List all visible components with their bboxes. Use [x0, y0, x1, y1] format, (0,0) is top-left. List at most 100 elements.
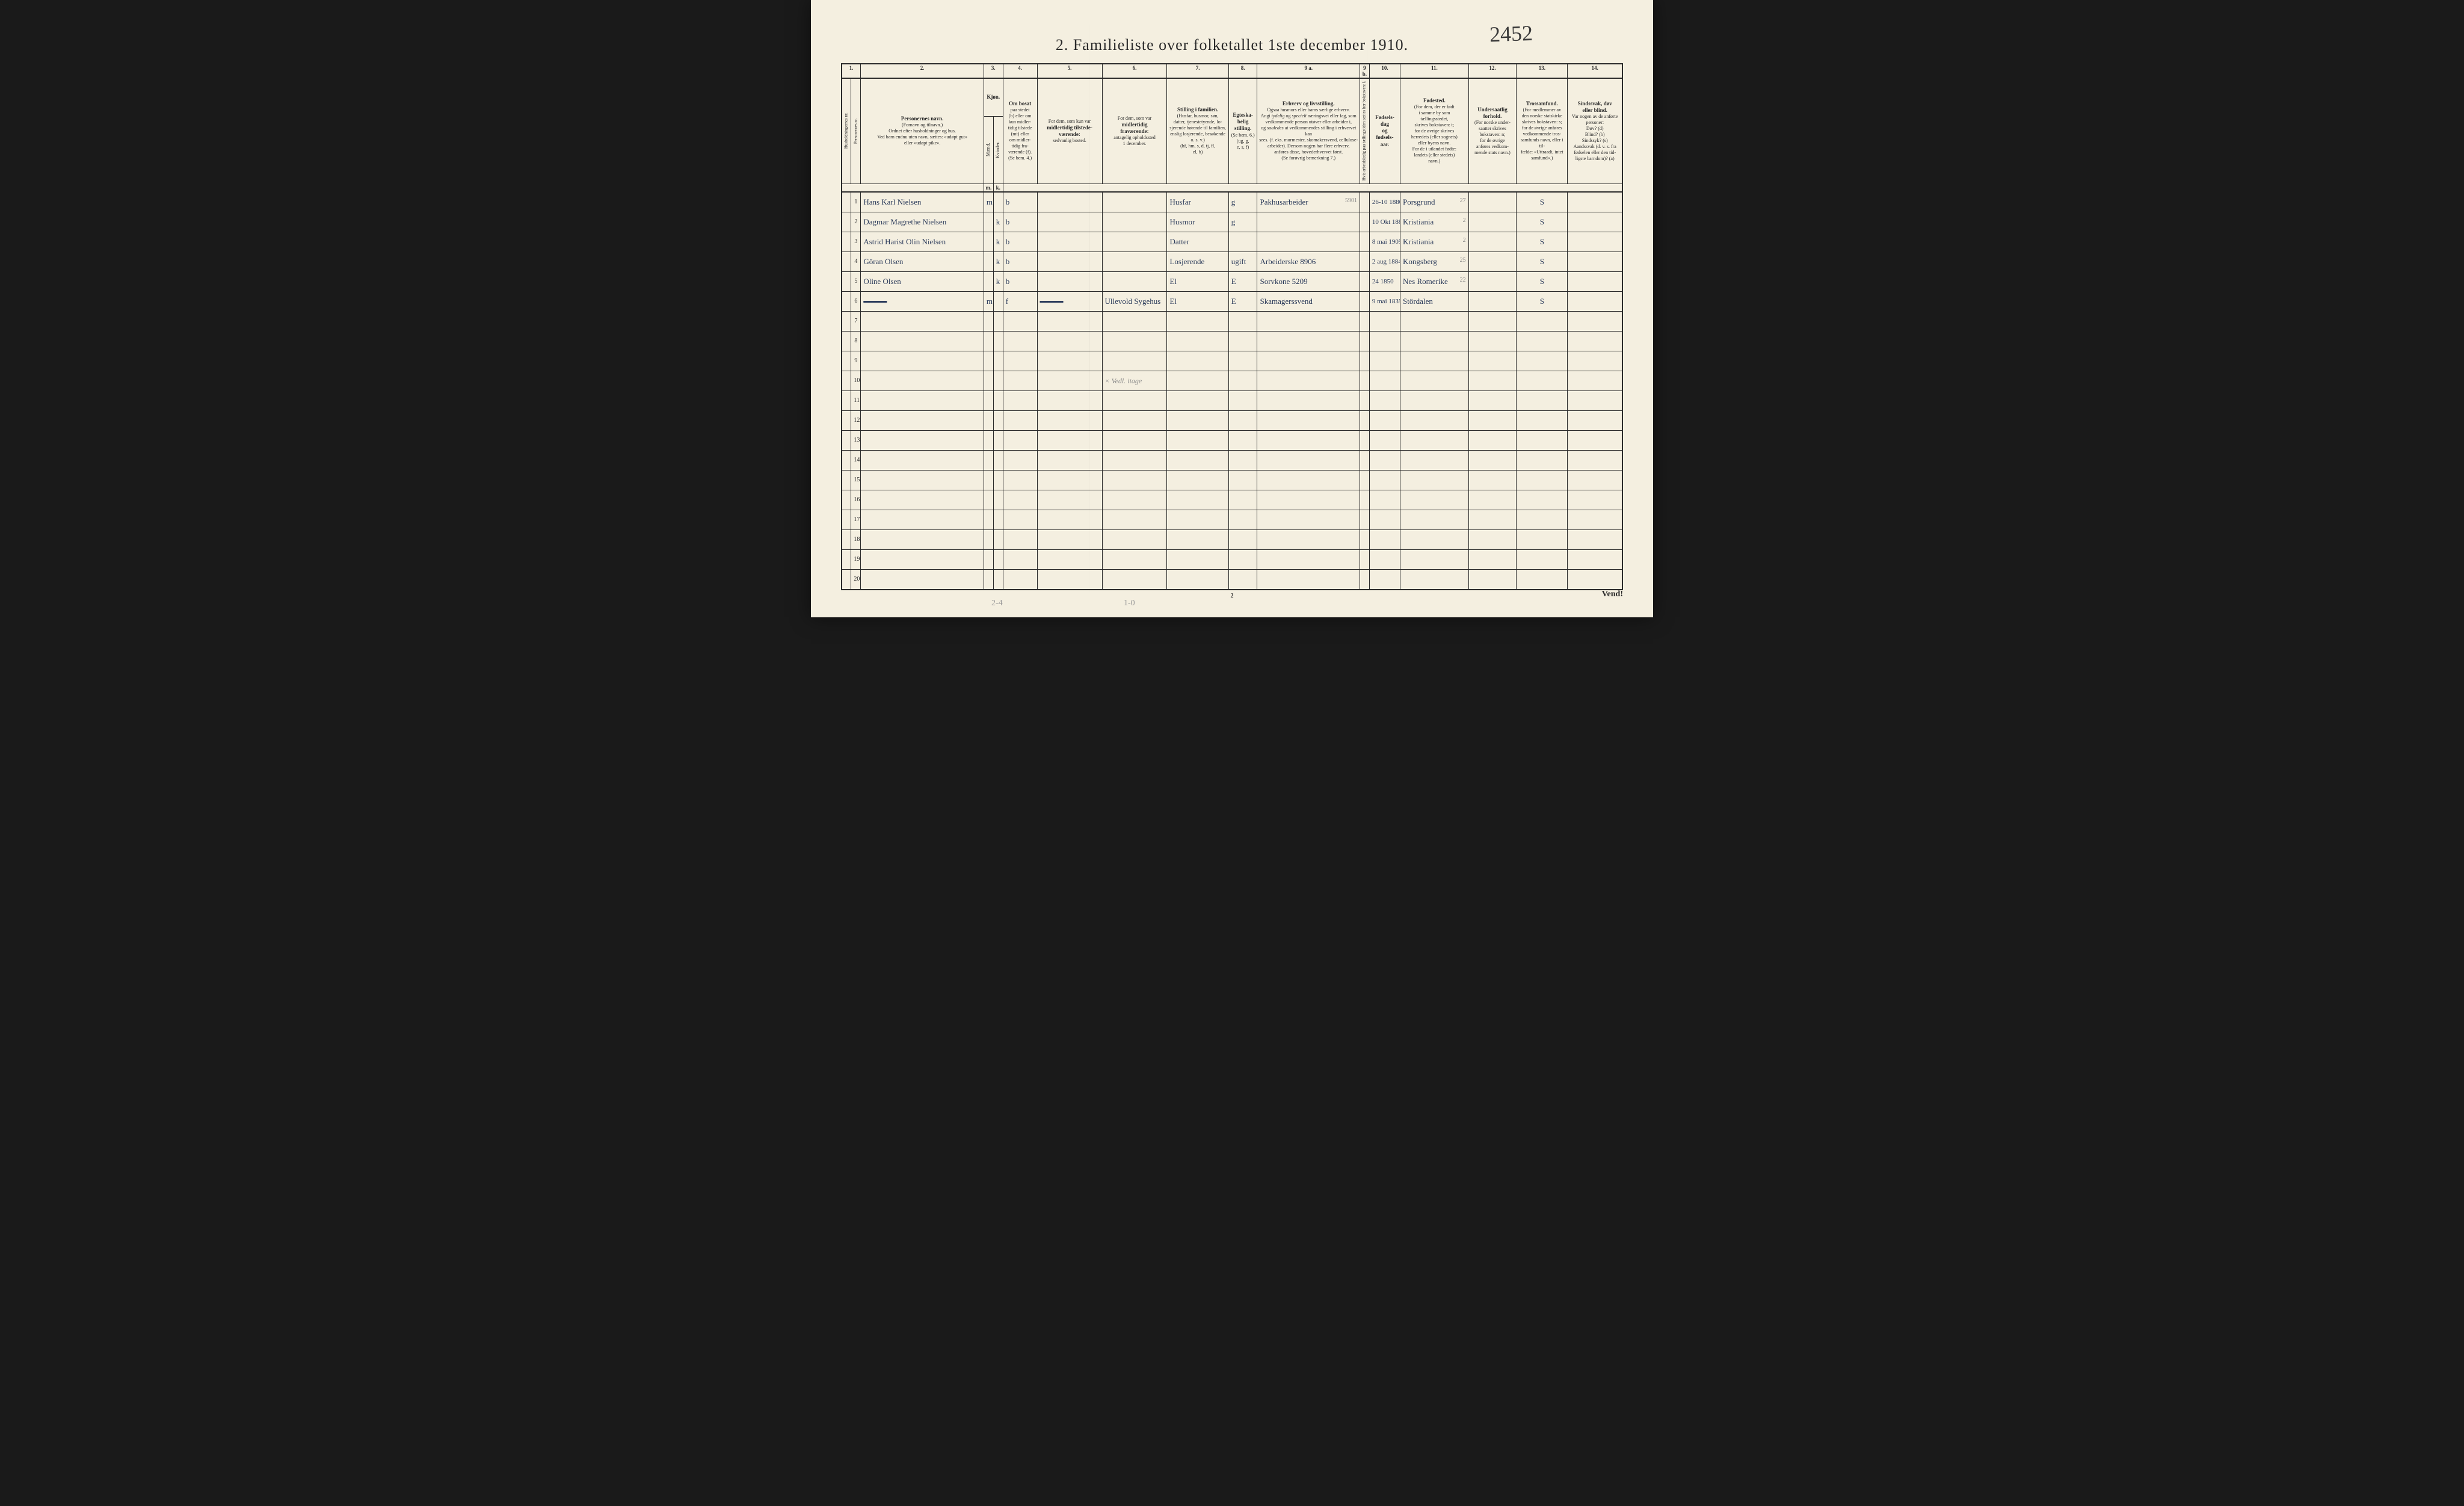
cell: [1102, 450, 1167, 470]
cell: [993, 510, 1003, 529]
cell: [1102, 351, 1167, 371]
table-row-empty: 7: [842, 311, 1622, 331]
cell-ledig: [1360, 232, 1369, 252]
cell: [993, 450, 1003, 470]
cell: [1257, 390, 1360, 410]
person-num: 17: [851, 510, 861, 529]
header-tros: Trossamfund.(For medlemmer avden norske …: [1517, 78, 1568, 184]
household-num: [842, 410, 851, 430]
cell: [1568, 371, 1622, 390]
table-row: 1 Hans Karl Nielsen m b Husfar g 5901Pak…: [842, 192, 1622, 212]
cell: [861, 311, 984, 331]
table-row: 4 Göran Olsen k b Losjerende ugift Arbei…: [842, 252, 1622, 271]
table-row-empty: 13: [842, 430, 1622, 450]
household-num: [842, 291, 851, 311]
header-kjon: Kjøn.: [984, 78, 1003, 116]
cell-fodsel: 10 Okt 1886: [1369, 212, 1400, 232]
household-num: [842, 510, 851, 529]
cell-under: [1468, 252, 1517, 271]
cell: [1369, 569, 1400, 590]
household-num: [842, 490, 851, 510]
person-num: 15: [851, 470, 861, 490]
header-fodsel: Fødsels-dagogfødsels-aar.: [1369, 78, 1400, 184]
cell-fodsel: 2 aug 1884: [1369, 252, 1400, 271]
col-num: 10.: [1369, 64, 1400, 78]
person-num: 18: [851, 529, 861, 549]
cell-ledig: [1360, 192, 1369, 212]
cell: [984, 311, 993, 331]
cell: [1003, 371, 1037, 390]
cell-stilling: Losjerende: [1167, 252, 1228, 271]
cell-k: k: [993, 232, 1003, 252]
cell: [1360, 569, 1369, 590]
cell: [1468, 450, 1517, 470]
cell: [1167, 569, 1228, 590]
household-num: [842, 232, 851, 252]
col-num: 12.: [1468, 64, 1517, 78]
person-num: 14: [851, 450, 861, 470]
cell: [861, 529, 984, 549]
cell-fodsel: 9 mai 1835: [1369, 291, 1400, 311]
cell-bosat: f: [1003, 291, 1037, 311]
cell: [1102, 390, 1167, 410]
cell: [1400, 529, 1469, 549]
table-row-empty: 16: [842, 490, 1622, 510]
cell: [1037, 331, 1102, 351]
cell-under: [1468, 271, 1517, 291]
cell-k: [993, 192, 1003, 212]
table-row-empty: 9: [842, 351, 1622, 371]
cell: [1003, 331, 1037, 351]
cell: [1037, 351, 1102, 371]
table-body: 1 Hans Karl Nielsen m b Husfar g 5901Pak…: [842, 192, 1622, 590]
cell: [1568, 529, 1622, 549]
col-num: 1.: [842, 64, 861, 78]
cell: [1568, 430, 1622, 450]
cell-erhverv: Arbeiderske 8906: [1257, 252, 1360, 271]
cell: [993, 490, 1003, 510]
cell: [1400, 569, 1469, 590]
person-num: 16: [851, 490, 861, 510]
cell: [861, 371, 984, 390]
cell: [1568, 490, 1622, 510]
cell: [1257, 569, 1360, 590]
cell: [1257, 311, 1360, 331]
cell: [1257, 470, 1360, 490]
cell: [1228, 331, 1257, 351]
cell-erhverv: [1257, 212, 1360, 232]
person-num: 8: [851, 331, 861, 351]
cell: [1360, 490, 1369, 510]
cell: [1257, 549, 1360, 569]
header-fodested: Fødested.(For dem, der er fødti samme by…: [1400, 78, 1469, 184]
person-num: 20: [851, 569, 861, 590]
cell: [1400, 510, 1469, 529]
cell: [1257, 510, 1360, 529]
cell: [1037, 390, 1102, 410]
cell: [1167, 529, 1228, 549]
cell-erhverv: Skamagerssvend: [1257, 291, 1360, 311]
cell: [1568, 410, 1622, 430]
cell-k: k: [993, 252, 1003, 271]
cell: [1369, 351, 1400, 371]
cell: [993, 430, 1003, 450]
col-num: 2.: [861, 64, 984, 78]
cell: [1400, 371, 1469, 390]
cell: [1102, 510, 1167, 529]
cell: [1102, 549, 1167, 569]
bottom-pencil-note: 1-0: [1124, 599, 1135, 608]
cell: [1167, 331, 1228, 351]
cell: [984, 529, 993, 549]
cell: [1400, 351, 1469, 371]
cell: [1257, 351, 1360, 371]
cell: [1517, 331, 1568, 351]
household-num: [842, 569, 851, 590]
cell-midl-fra: [1102, 192, 1167, 212]
cell: [1257, 450, 1360, 470]
cell: [1228, 390, 1257, 410]
bottom-pencil-note: 2-4: [991, 599, 1003, 608]
cell: [993, 311, 1003, 331]
cell: [1369, 331, 1400, 351]
cell: [1568, 450, 1622, 470]
cell: [1369, 450, 1400, 470]
cell: [1228, 450, 1257, 470]
cell: [1037, 430, 1102, 450]
